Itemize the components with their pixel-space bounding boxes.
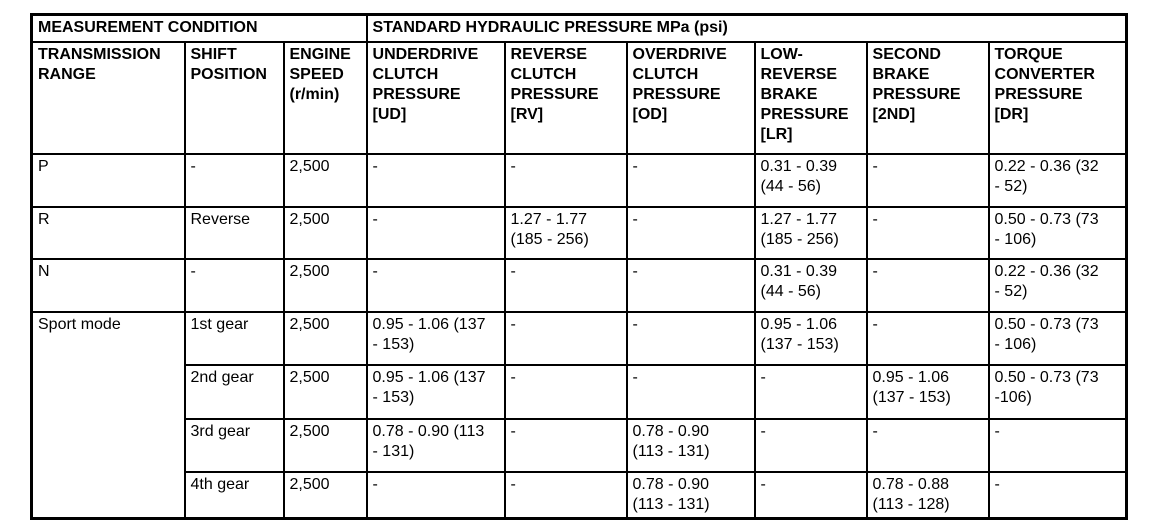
cell-rv-pressure: - xyxy=(503,470,628,519)
cell-od-pressure: 0.78 - 0.90 (113 - 131) xyxy=(625,470,756,519)
cell-shift-position: Reverse xyxy=(183,205,285,260)
cell-2nd-pressure: - xyxy=(865,257,990,313)
cell-rv-pressure: - xyxy=(503,152,628,208)
cell-2nd-pressure: - xyxy=(865,310,990,366)
cell-ud-pressure: - xyxy=(365,152,506,208)
cell-dr-pressure: - xyxy=(987,470,1128,519)
cell-ud-pressure: - xyxy=(365,257,506,313)
cell-od-pressure: - xyxy=(625,205,756,260)
group-header-row: MEASUREMENT CONDITION STANDARD HYDRAULIC… xyxy=(30,13,1128,43)
cell-2nd-pressure: - xyxy=(865,417,990,473)
cell-dr-pressure: - xyxy=(987,417,1128,473)
cell-transmission-range-sport-mode: Sport mode xyxy=(30,310,186,519)
cell-engine-speed: 2,500 xyxy=(282,363,368,420)
row-sport-mode-3rd-gear: 3rd gear 2,500 0.78 - 0.90 (113 - 131) -… xyxy=(32,417,1128,473)
cell-dr-pressure: 0.50 - 0.73 (73 -106) xyxy=(987,363,1128,420)
cell-shift-position: 3rd gear xyxy=(183,417,285,473)
cell-lr-pressure: - xyxy=(753,417,868,473)
cell-rv-pressure: - xyxy=(503,257,628,313)
row-sport-mode-1st-gear: Sport mode 1st gear 2,500 0.95 - 1.06 (1… xyxy=(30,310,1128,519)
cell-od-pressure: - xyxy=(625,152,756,208)
cell-ud-pressure: 0.95 - 1.06 (137 - 153) xyxy=(365,363,506,420)
cell-ud-pressure: - xyxy=(365,205,506,260)
cell-transmission-range: R xyxy=(30,205,186,260)
cell-rv-pressure: - xyxy=(503,310,628,366)
cell-od-pressure: - xyxy=(625,363,756,420)
col-header-underdrive-clutch-pressure: UNDERDRIVE CLUTCH PRESSURE [UD] xyxy=(365,40,506,155)
cell-lr-pressure: 1.27 - 1.77 (185 - 256) xyxy=(753,205,868,260)
col-header-engine-speed: ENGINE SPEED (r/min) xyxy=(282,40,368,155)
col-header-reverse-clutch-pressure: REVERSE CLUTCH PRESSURE [RV] xyxy=(503,40,628,155)
cell-engine-speed: 2,500 xyxy=(282,257,368,313)
cell-engine-speed: 2,500 xyxy=(282,310,368,366)
cell-transmission-range: N xyxy=(30,257,186,313)
cell-od-pressure: 0.78 - 0.90 (113 - 131) xyxy=(625,417,756,473)
cell-dr-pressure: 0.50 - 0.73 (73 - 106) xyxy=(987,310,1128,366)
column-header-row: TRANSMISSION RANGE SHIFT POSITION ENGINE… xyxy=(30,40,1128,155)
cell-rv-pressure: - xyxy=(503,363,628,420)
cell-rv-pressure: - xyxy=(503,417,628,473)
col-header-second-brake-pressure: SECOND BRAKE PRESSURE [2ND] xyxy=(865,40,990,155)
cell-rv-pressure: 1.27 - 1.77 (185 - 256) xyxy=(503,205,628,260)
hydraulic-pressure-spec-table: MEASUREMENT CONDITION STANDARD HYDRAULIC… xyxy=(30,13,1129,520)
cell-shift-position: - xyxy=(183,257,285,313)
cell-ud-pressure: 0.78 - 0.90 (113 - 131) xyxy=(365,417,506,473)
cell-2nd-pressure: 0.78 - 0.88 (113 - 128) xyxy=(865,470,990,519)
col-header-torque-converter-pressure: TORQUE CONVERTER PRESSURE [DR] xyxy=(987,40,1128,155)
row-p: P - 2,500 - - - 0.31 - 0.39 (44 - 56) - … xyxy=(30,152,1128,208)
cell-lr-pressure: 0.31 - 0.39 (44 - 56) xyxy=(753,152,868,208)
cell-shift-position: 2nd gear xyxy=(183,363,285,420)
col-header-low-reverse-brake-pressure: LOW- REVERSE BRAKE PRESSURE [LR] xyxy=(753,40,868,155)
cell-lr-pressure: 0.95 - 1.06 (137 - 153) xyxy=(753,310,868,366)
cell-transmission-range: P xyxy=(30,152,186,208)
row-sport-mode-4th-gear: 4th gear 2,500 - - 0.78 - 0.90 (113 - 13… xyxy=(32,470,1128,519)
group-header-measurement-condition: MEASUREMENT CONDITION xyxy=(30,13,368,43)
cell-engine-speed: 2,500 xyxy=(282,205,368,260)
cell-ud-pressure: - xyxy=(365,470,506,519)
cell-dr-pressure: 0.22 - 0.36 (32 - 52) xyxy=(987,152,1128,208)
cell-od-pressure: - xyxy=(625,310,756,366)
cell-shift-position: - xyxy=(183,152,285,208)
row-sport-mode-2nd-gear: 2nd gear 2,500 0.95 - 1.06 (137 - 153) -… xyxy=(32,363,1128,420)
cell-2nd-pressure: 0.95 - 1.06 (137 - 153) xyxy=(865,363,990,420)
col-header-transmission-range: TRANSMISSION RANGE xyxy=(30,40,186,155)
cell-2nd-pressure: - xyxy=(865,205,990,260)
col-header-shift-position: SHIFT POSITION xyxy=(183,40,285,155)
cell-engine-speed: 2,500 xyxy=(282,417,368,473)
cell-lr-pressure: - xyxy=(753,470,868,519)
cell-od-pressure: - xyxy=(625,257,756,313)
col-header-overdrive-clutch-pressure: OVERDRIVE CLUTCH PRESSURE [OD] xyxy=(625,40,756,155)
cell-lr-pressure: - xyxy=(753,363,868,420)
row-r: R Reverse 2,500 - 1.27 - 1.77 (185 - 256… xyxy=(30,205,1128,260)
cell-shift-position: 4th gear xyxy=(183,470,285,519)
row-n: N - 2,500 - - - 0.31 - 0.39 (44 - 56) - … xyxy=(30,257,1128,313)
cell-engine-speed: 2,500 xyxy=(282,152,368,208)
cell-dr-pressure: 0.22 - 0.36 (32 - 52) xyxy=(987,257,1128,313)
cell-2nd-pressure: - xyxy=(865,152,990,208)
cell-engine-speed: 2,500 xyxy=(282,470,368,519)
cell-ud-pressure: 0.95 - 1.06 (137 - 153) xyxy=(365,310,506,366)
cell-lr-pressure: 0.31 - 0.39 (44 - 56) xyxy=(753,257,868,313)
group-header-standard-hydraulic-pressure: STANDARD HYDRAULIC PRESSURE MPa (psi) xyxy=(365,13,1128,43)
cell-dr-pressure: 0.50 - 0.73 (73 - 106) xyxy=(987,205,1128,260)
cell-shift-position: 1st gear xyxy=(183,310,285,366)
